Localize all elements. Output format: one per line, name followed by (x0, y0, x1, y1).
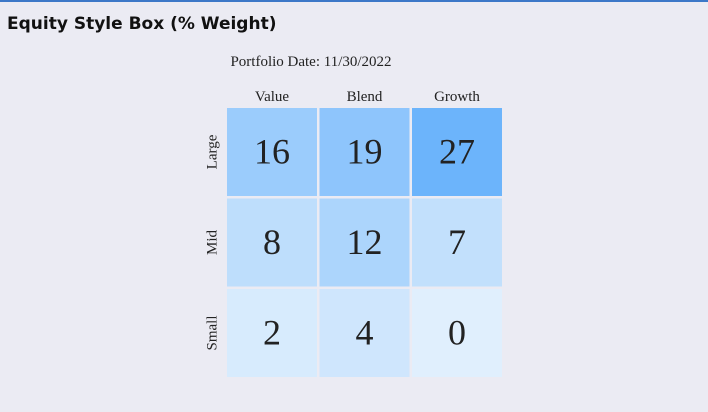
top-border (0, 0, 708, 2)
style-cell (227, 198, 317, 287)
column-header: Blend (347, 89, 383, 105)
subtitle: Portfolio Date: 11/30/2022 (230, 54, 391, 70)
cell-value: 16 (254, 131, 290, 171)
style-cell (412, 108, 502, 196)
style-cell (227, 289, 317, 377)
style-cell (227, 108, 317, 196)
cell-value: 4 (356, 312, 374, 352)
chart-title: Equity Style Box (% Weight) (7, 14, 276, 34)
cell-value: 7 (448, 222, 466, 262)
cell-value: 12 (347, 222, 383, 262)
style-cell (319, 198, 410, 287)
cell-value: 0 (448, 312, 466, 352)
cell-value: 8 (263, 222, 281, 262)
style-cell (412, 289, 502, 377)
row-header: Small (204, 315, 220, 350)
style-cell (412, 198, 502, 287)
cell-value: 19 (347, 131, 383, 171)
style-cell (319, 108, 410, 196)
column-header: Value (255, 89, 289, 105)
cell-value: 2 (263, 312, 281, 352)
column-header: Growth (434, 89, 480, 105)
row-header: Mid (204, 230, 220, 256)
style-cell (319, 289, 410, 377)
cell-value: 27 (439, 131, 475, 171)
row-header: Large (204, 134, 220, 169)
